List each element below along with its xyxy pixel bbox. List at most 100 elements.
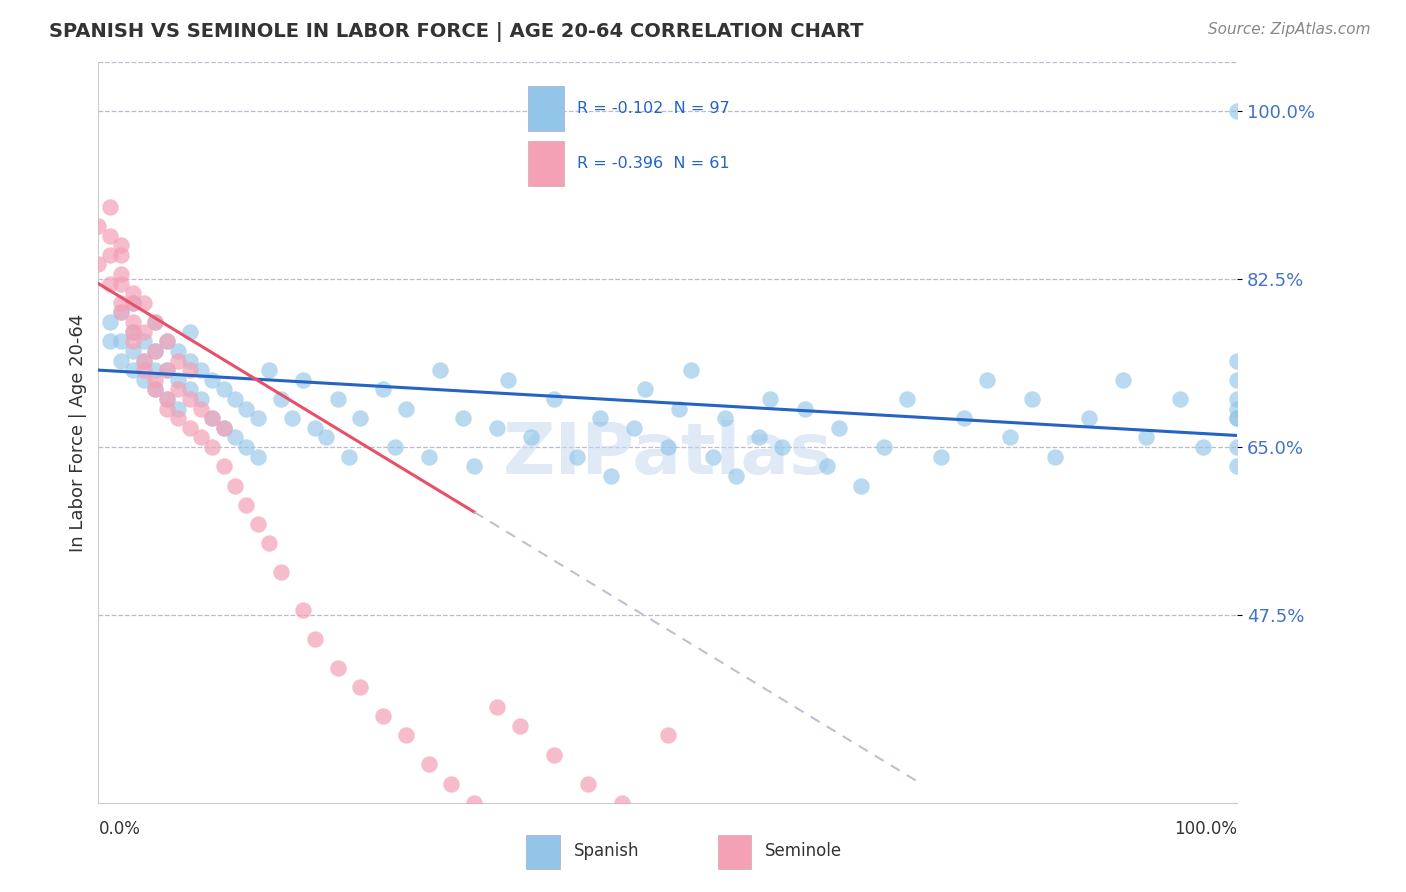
Point bbox=[896, 392, 918, 406]
Point bbox=[953, 411, 976, 425]
Point bbox=[634, 382, 657, 396]
Point bbox=[167, 373, 190, 387]
Point bbox=[145, 343, 167, 358]
Point bbox=[1226, 440, 1249, 454]
Point bbox=[132, 373, 155, 387]
Point bbox=[98, 277, 121, 291]
Point bbox=[110, 295, 132, 310]
Point bbox=[121, 325, 143, 339]
Point bbox=[1135, 430, 1157, 444]
Point bbox=[121, 286, 143, 301]
Text: SPANISH VS SEMINOLE IN LABOR FORCE | AGE 20-64 CORRELATION CHART: SPANISH VS SEMINOLE IN LABOR FORCE | AGE… bbox=[49, 22, 863, 42]
Point bbox=[543, 747, 565, 762]
Point bbox=[224, 430, 246, 444]
Point bbox=[190, 363, 212, 377]
Point bbox=[759, 392, 782, 406]
Point bbox=[121, 363, 143, 377]
Point bbox=[623, 421, 645, 435]
Point bbox=[110, 353, 132, 368]
Point bbox=[212, 382, 235, 396]
Point bbox=[304, 421, 326, 435]
Point bbox=[235, 401, 257, 416]
Point bbox=[828, 421, 851, 435]
Point bbox=[668, 401, 690, 416]
Point bbox=[1170, 392, 1192, 406]
Point bbox=[679, 363, 702, 377]
Point bbox=[224, 392, 246, 406]
Point bbox=[371, 382, 394, 396]
Point bbox=[440, 776, 463, 790]
Point bbox=[1226, 411, 1249, 425]
Point bbox=[463, 459, 485, 474]
Point bbox=[576, 776, 599, 790]
Point bbox=[588, 411, 610, 425]
Point bbox=[132, 363, 155, 377]
Point bbox=[201, 373, 224, 387]
Point bbox=[179, 392, 201, 406]
Point bbox=[1226, 103, 1249, 118]
Point bbox=[246, 516, 269, 531]
Point bbox=[657, 729, 679, 743]
Point bbox=[349, 411, 371, 425]
Point bbox=[520, 430, 543, 444]
Point bbox=[1021, 392, 1043, 406]
Point bbox=[145, 373, 167, 387]
Point bbox=[371, 709, 394, 723]
Point bbox=[600, 469, 623, 483]
Point bbox=[998, 430, 1021, 444]
Point bbox=[1226, 353, 1249, 368]
Point bbox=[167, 411, 190, 425]
Point bbox=[565, 450, 588, 464]
Point bbox=[259, 536, 281, 550]
Point bbox=[259, 363, 281, 377]
Point bbox=[1112, 373, 1135, 387]
Point bbox=[315, 430, 337, 444]
Point bbox=[156, 363, 179, 377]
Text: Source: ZipAtlas.com: Source: ZipAtlas.com bbox=[1208, 22, 1371, 37]
Point bbox=[212, 421, 235, 435]
Point bbox=[121, 295, 143, 310]
Point bbox=[201, 411, 224, 425]
Point bbox=[98, 315, 121, 329]
Point bbox=[292, 373, 315, 387]
Point bbox=[612, 796, 634, 810]
Point bbox=[326, 661, 349, 675]
Point bbox=[98, 200, 121, 214]
Point bbox=[702, 450, 724, 464]
Point bbox=[270, 565, 292, 579]
Point bbox=[1226, 401, 1249, 416]
Point bbox=[179, 353, 201, 368]
Point bbox=[212, 421, 235, 435]
Point bbox=[167, 353, 190, 368]
Point bbox=[110, 267, 132, 281]
Point bbox=[725, 469, 748, 483]
Point bbox=[110, 305, 132, 319]
Point bbox=[190, 430, 212, 444]
Point bbox=[1043, 450, 1066, 464]
Point bbox=[270, 392, 292, 406]
Point bbox=[179, 382, 201, 396]
Point bbox=[929, 450, 952, 464]
Text: 100.0%: 100.0% bbox=[1174, 820, 1237, 838]
Point bbox=[337, 450, 360, 464]
Point bbox=[132, 334, 155, 349]
Point bbox=[418, 757, 440, 772]
Point bbox=[87, 219, 110, 233]
Point bbox=[815, 459, 838, 474]
Point bbox=[98, 228, 121, 243]
Point bbox=[235, 498, 257, 512]
Point bbox=[246, 411, 269, 425]
Point bbox=[121, 325, 143, 339]
Point bbox=[132, 295, 155, 310]
Point bbox=[486, 421, 509, 435]
Point bbox=[156, 334, 179, 349]
Point bbox=[1226, 373, 1249, 387]
Point bbox=[98, 248, 121, 262]
Point bbox=[167, 401, 190, 416]
Point bbox=[246, 450, 269, 464]
Point bbox=[110, 248, 132, 262]
Point bbox=[349, 681, 371, 695]
Point bbox=[281, 411, 304, 425]
Point bbox=[657, 440, 679, 454]
Point bbox=[1226, 411, 1249, 425]
